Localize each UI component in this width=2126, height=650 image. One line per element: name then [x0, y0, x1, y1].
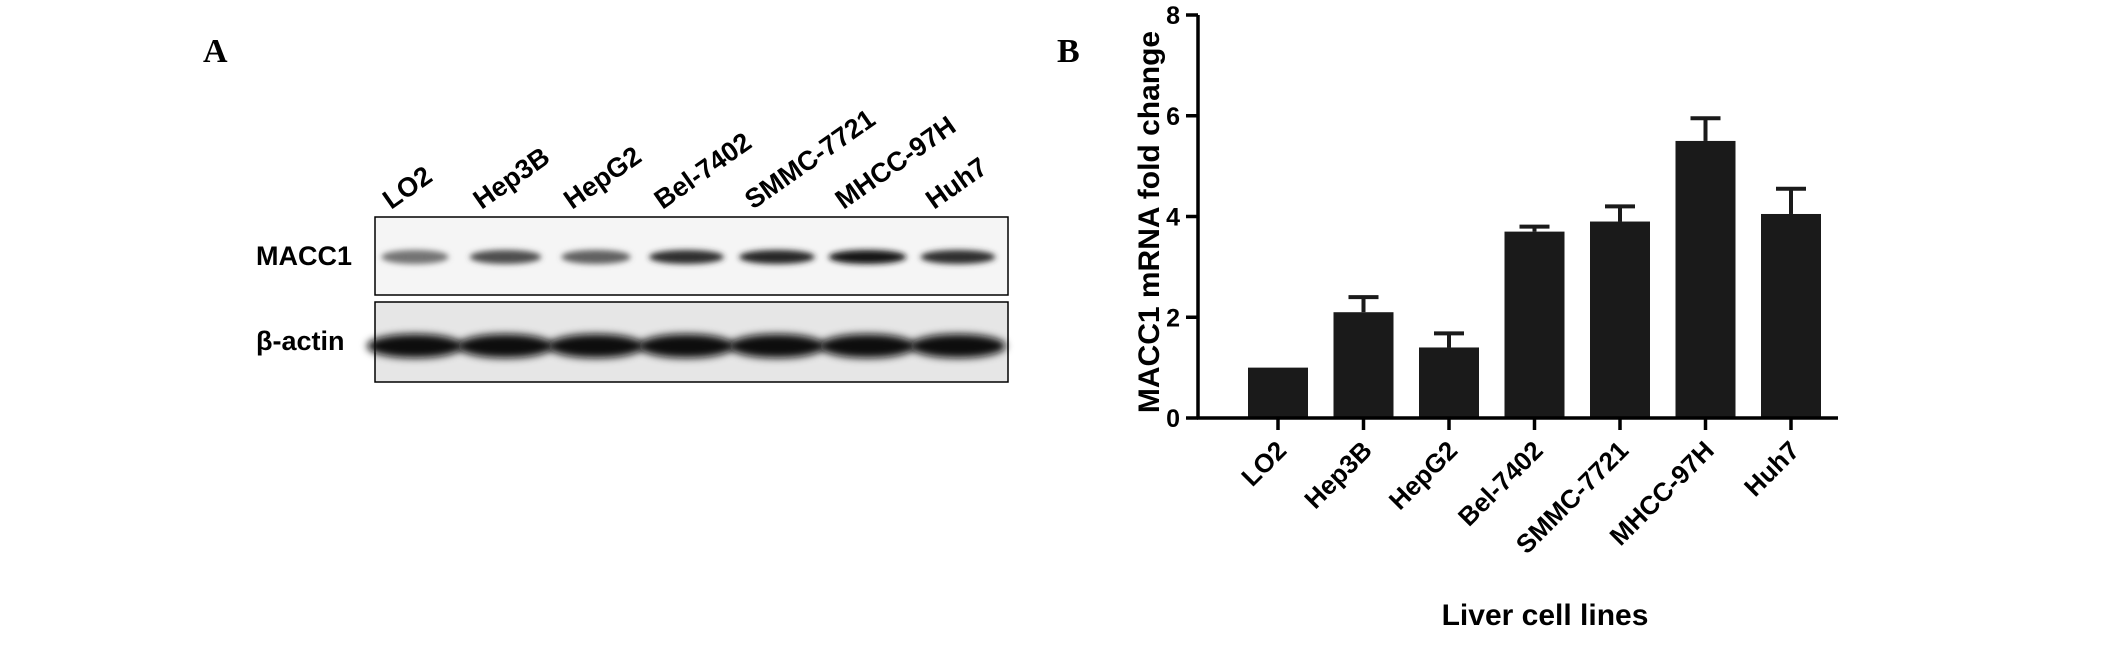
y-tick-label: 8: [1166, 2, 1180, 30]
blot-band: [548, 334, 644, 358]
blot-band: [469, 250, 542, 264]
actin-blot: β-actin: [256, 301, 1009, 383]
panel-a: A LO2 Hep3B HepG2 Bel-7402SMMC-7721MHCC-97H…: [203, 33, 1009, 383]
bar: [1419, 347, 1479, 418]
category-label: Hep3B: [1298, 435, 1377, 514]
chart-bars: [1248, 116, 1821, 418]
blot-label-actin: β-actin: [256, 326, 345, 356]
bar: [1248, 367, 1308, 418]
blot-band: [649, 250, 724, 264]
blot-band: [910, 334, 1006, 358]
category-label: LO2: [1235, 435, 1292, 492]
macc1-blot: MACC1: [256, 216, 1009, 296]
x-axis-title: Liver cell lines: [1442, 599, 1649, 632]
lane-labels: LO2 Hep3B HepG2 Bel-7402SMMC-7721MHCC-97HHu…: [377, 103, 993, 214]
blot-band: [561, 250, 631, 264]
panel-b: B MACC1 mRNA fold change Liver cell line…: [1057, 2, 1838, 632]
y-tick-label: 2: [1166, 304, 1180, 332]
y-tick-label: 6: [1166, 103, 1180, 131]
lane-label: Hep3B: [468, 141, 555, 215]
bar: [1504, 231, 1565, 418]
panel-a-letter: A: [203, 33, 228, 70]
y-tick-label: 4: [1166, 204, 1180, 232]
blot-band: [457, 334, 554, 358]
blot-band: [920, 250, 996, 264]
bar: [1590, 221, 1650, 418]
blot-band: [381, 250, 449, 264]
actin-bands: [367, 334, 1006, 358]
bar: [1675, 140, 1736, 418]
blot-band: [638, 334, 735, 358]
panel-b-letter: B: [1057, 33, 1080, 70]
blot-label-macc1: MACC1: [256, 241, 352, 271]
blot-band: [739, 250, 815, 264]
y-tick-label: 0: [1166, 405, 1180, 433]
category-label: Huh7: [1738, 435, 1805, 502]
macc1-bands: [381, 250, 996, 264]
lane-label: Bel-7402: [649, 127, 757, 215]
blot-band: [729, 334, 825, 358]
bar: [1761, 213, 1821, 418]
y-axis-title: MACC1 mRNA fold change: [1133, 31, 1166, 413]
category-label: HepG2: [1383, 435, 1463, 515]
blot-band: [828, 250, 907, 264]
blot-band: [367, 334, 463, 358]
lane-label: HepG2: [558, 140, 646, 214]
bar: [1333, 312, 1394, 418]
chart-ticks: 0 2 4 6 8: [1166, 2, 1198, 433]
lane-label: LO2: [377, 160, 437, 215]
blot-band: [819, 334, 916, 358]
lane-label: Huh7: [920, 152, 993, 215]
